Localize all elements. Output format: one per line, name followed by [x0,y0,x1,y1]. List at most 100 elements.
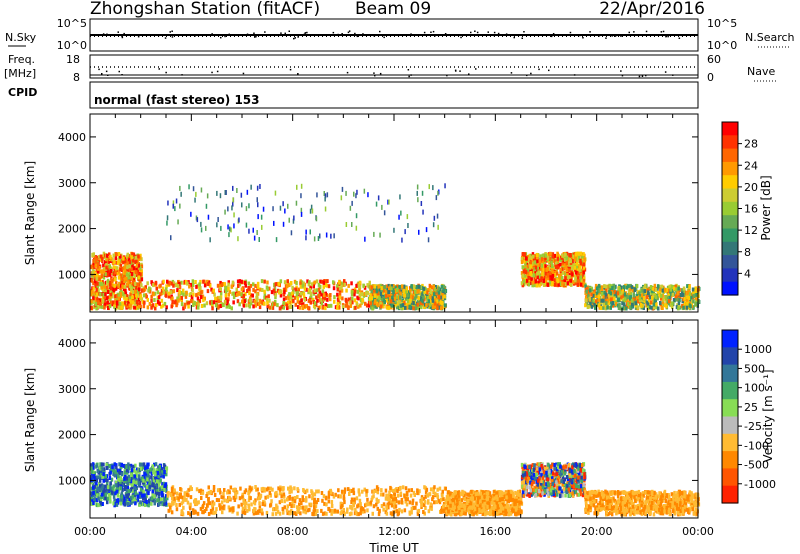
echo-cell [526,272,529,277]
echo-cell [260,214,263,220]
echo-cell [156,300,160,304]
nsky-marker [419,34,422,36]
echo-cell [651,296,654,300]
echo-cell [90,475,93,480]
freq-marker [672,74,674,76]
echo-cell [175,507,179,512]
echo-cell [162,279,165,284]
echo-cell [252,287,255,292]
echo-cell [122,498,126,503]
echo-cell [547,276,550,281]
echo-cell [101,271,104,276]
echo-cell [326,279,329,284]
echo-cell [306,279,309,284]
echo-cell [444,509,447,514]
echo-cell [326,192,329,198]
echo-cell [613,290,617,295]
echo-cell [366,290,370,295]
echo-cell [195,191,197,197]
echo-cell [444,486,447,491]
echo-cell [150,496,154,501]
echo-cell [296,509,299,514]
echo-cell [119,293,123,298]
echo-cell [119,274,123,279]
echo-cell [630,285,634,290]
echo-cell [160,497,163,502]
echo-cell [377,195,380,201]
echo-cell [273,302,276,307]
echo-cell [284,296,288,301]
echo-cell [574,252,578,257]
echo-cell [531,265,534,270]
echo-cell [317,305,320,310]
echo-cell [639,289,642,294]
echo-cell [227,292,230,297]
echo-cell [104,292,107,297]
echo-cell [99,462,102,467]
echo-cell [640,293,644,298]
echo-cell [165,488,168,493]
echo-cell [546,272,550,277]
echo-cell [128,299,132,304]
echo-cell [637,305,640,310]
echo-cell [686,295,689,300]
echo-cell [388,496,391,501]
echo-cell [692,289,695,294]
echo-cell [93,297,97,302]
echo-cell [154,280,158,285]
echo-cell [364,236,366,242]
echo-cell [91,483,95,487]
echo-cell [415,301,418,306]
echo-cell [99,254,103,259]
colorbar-cell [722,241,738,256]
echo-cell [275,237,278,243]
echo-cell [562,266,566,270]
echo-cell [107,493,111,497]
echo-cell [92,490,95,495]
echo-cell [137,481,141,485]
echo-cell [421,285,424,290]
echo-cell [690,299,694,304]
echo-cell [286,279,289,284]
echo-cell [214,296,217,301]
echo-cell [611,301,615,305]
echo-cell [309,229,311,235]
echo-cell [438,500,442,505]
cpid-label: CPID [8,86,37,99]
echo-cell [574,254,577,259]
echo-cell [379,301,382,306]
echo-cell [539,254,542,259]
echo-cell [95,292,99,297]
nsky-marker [288,30,290,32]
echo-cell [347,283,350,288]
echo-cell [440,292,443,297]
echo-cell [348,488,352,493]
echo-cell [272,288,276,293]
nsky-marker [228,33,230,36]
echo-cell [249,283,253,288]
echo-cell [685,299,689,303]
echo-cell [351,300,354,305]
echo-cell [186,281,189,286]
echo-cell [117,296,121,301]
echo-cell [582,252,585,257]
echo-cell [561,270,564,275]
echo-cell [149,496,153,501]
echo-cell [359,298,363,302]
echo-cell [583,257,586,262]
echo-cell [250,301,253,306]
echo-cell [191,288,194,293]
echo-cell [150,298,153,303]
echo-cell [94,284,97,289]
echo-cell [260,300,263,305]
nsky-marker [505,33,508,35]
echo-cell [114,480,118,485]
colorbar-cell [722,175,738,190]
echo-cell [114,498,118,503]
echo-cell [131,258,135,263]
echo-cell [247,286,250,290]
echo-cell [122,273,126,278]
echo-cell [258,505,262,510]
echo-cell [609,294,612,299]
echo-cell [207,485,210,490]
